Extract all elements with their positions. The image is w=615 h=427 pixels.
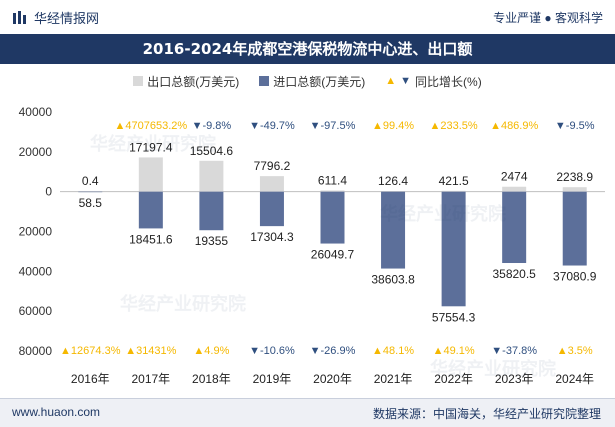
y-tick-label: 20000 [19, 225, 53, 239]
bar-import [259, 191, 284, 227]
data-label-import: 57554.3 [432, 310, 476, 324]
brand-logo-icon [13, 10, 26, 24]
growth-label-import: ▲3.5% [557, 345, 593, 357]
growth-label-export: ▼-49.7% [249, 120, 295, 132]
bar-export [381, 191, 406, 192]
data-label-import: 38603.8 [371, 273, 415, 287]
data-label-export: 2238.9 [556, 170, 593, 184]
data-label-export: 611.4 [318, 173, 347, 187]
top-bar: 华经情报网 专业严谨 ● 客观科学 [0, 0, 615, 34]
x-tick-label: 2017年 [131, 372, 170, 386]
data-label-import: 18451.6 [129, 232, 173, 246]
chart-title: 2016-2024年成都空港保税物流中心进、出口额 [0, 34, 615, 64]
data-label-export: 126.4 [378, 174, 408, 188]
growth-label-export: ▼-9.5% [555, 120, 595, 132]
legend-up-triangle-icon: ▲ [385, 74, 397, 87]
bar-import [199, 191, 224, 231]
y-tick-label: 0 [45, 185, 52, 199]
x-tick-label: 2016年 [71, 372, 110, 386]
growth-label-import: ▼-37.8% [491, 345, 537, 357]
bar-export [562, 187, 587, 192]
data-label-import: 17304.3 [250, 230, 294, 244]
bar-import [502, 191, 527, 264]
growth-label-import: ▲31431% [125, 345, 176, 357]
growth-label-import: ▲48.1% [372, 345, 414, 357]
footer: www.huaon.com 数据来源：中国海关，华经产业研究院整理 [0, 398, 615, 427]
legend-label-import: 进口总额(万美元) [273, 74, 366, 89]
bar-import [78, 191, 103, 193]
data-label-export: 0.4 [82, 174, 99, 188]
chart-area: 40000 20000 0 20000 40000 60000 80000 0.4 58.5 ▲1… [0, 96, 615, 396]
x-tick-label: 2018年 [192, 372, 231, 386]
data-label-export: 15504.6 [190, 144, 234, 158]
y-tick-label: 80000 [19, 344, 53, 358]
growth-label-export: ▲486.9% [490, 120, 538, 132]
bar-export [78, 191, 103, 192]
legend-swatch-export [133, 76, 144, 86]
x-tick-label: 2021年 [374, 372, 413, 386]
x-tick-label: 2023年 [495, 372, 534, 386]
legend-item-growth: ▲ ▼ 同比增长(%) [385, 73, 481, 90]
bar-export [441, 190, 466, 192]
legend-item-import: 进口总额(万美元) [259, 73, 365, 90]
bar-import [562, 191, 587, 266]
y-tick-label: 40000 [19, 105, 53, 119]
bar-import [320, 191, 345, 244]
legend-item-export: 出口总额(万美元) [133, 73, 239, 90]
chart-legend: 出口总额(万美元) 进口总额(万美元) ▲ ▼ 同比增长(%) [0, 70, 615, 92]
growth-label-export: ▼-97.5% [310, 120, 356, 132]
bar-export [199, 160, 224, 192]
data-label-import: 26049.7 [311, 248, 355, 262]
y-tick-label: 20000 [19, 145, 53, 159]
legend-label-export: 出口总额(万美元) [147, 74, 240, 89]
y-tick-label: 40000 [19, 264, 53, 278]
growth-label-import: ▲12674.3% [60, 345, 121, 357]
brand: 华经情报网 [12, 8, 99, 27]
data-label-export: 2474 [501, 170, 528, 184]
legend-swatch-import [259, 76, 270, 86]
data-label-import: 19355 [195, 234, 229, 248]
growth-label-export: ▲99.4% [372, 120, 414, 132]
bar-import [138, 191, 163, 229]
growth-label-import: ▲4.9% [193, 345, 229, 357]
x-tick-label: 2024年 [555, 372, 594, 386]
bar-export [320, 190, 345, 192]
bar-export [138, 157, 163, 192]
legend-down-triangle-icon: ▼ [400, 74, 412, 87]
bar-import [381, 191, 406, 269]
bar-export [502, 186, 527, 192]
tagline: 专业严谨 ● 客观科学 [493, 11, 603, 25]
data-label-import: 58.5 [79, 196, 103, 210]
growth-label-export: ▲233.5% [430, 120, 478, 132]
x-tick-label: 2020年 [313, 372, 352, 386]
x-tick-label: 2019年 [253, 372, 292, 386]
chart-svg: 40000 20000 0 20000 40000 60000 80000 0.4 58.5 ▲1… [19, 105, 605, 386]
growth-label-import: ▼-10.6% [249, 345, 295, 357]
footer-source: 数据来源：中国海关，华经产业研究院整理 [372, 407, 601, 421]
data-label-export: 7796.2 [254, 159, 291, 173]
footer-website: www.huaon.com [12, 405, 101, 419]
growth-label-export: ▼-9.8% [192, 120, 232, 132]
legend-label-growth: 同比增长(%) [415, 74, 482, 89]
data-label-export: 17197.4 [129, 140, 173, 154]
data-label-import: 37080.9 [553, 270, 597, 284]
data-label-import: 35820.5 [492, 267, 536, 281]
x-tick-label: 2022年 [434, 372, 473, 386]
growth-label-import: ▼-26.9% [310, 345, 356, 357]
bar-import [441, 191, 466, 307]
growth-label-export: ▲4707653.2% [114, 120, 187, 132]
bar-export [259, 176, 284, 192]
brand-name: 华经情报网 [34, 11, 100, 26]
growth-label-import: ▲49.1% [433, 345, 475, 357]
y-tick-label: 60000 [19, 304, 53, 318]
data-label-export: 421.5 [439, 174, 469, 188]
